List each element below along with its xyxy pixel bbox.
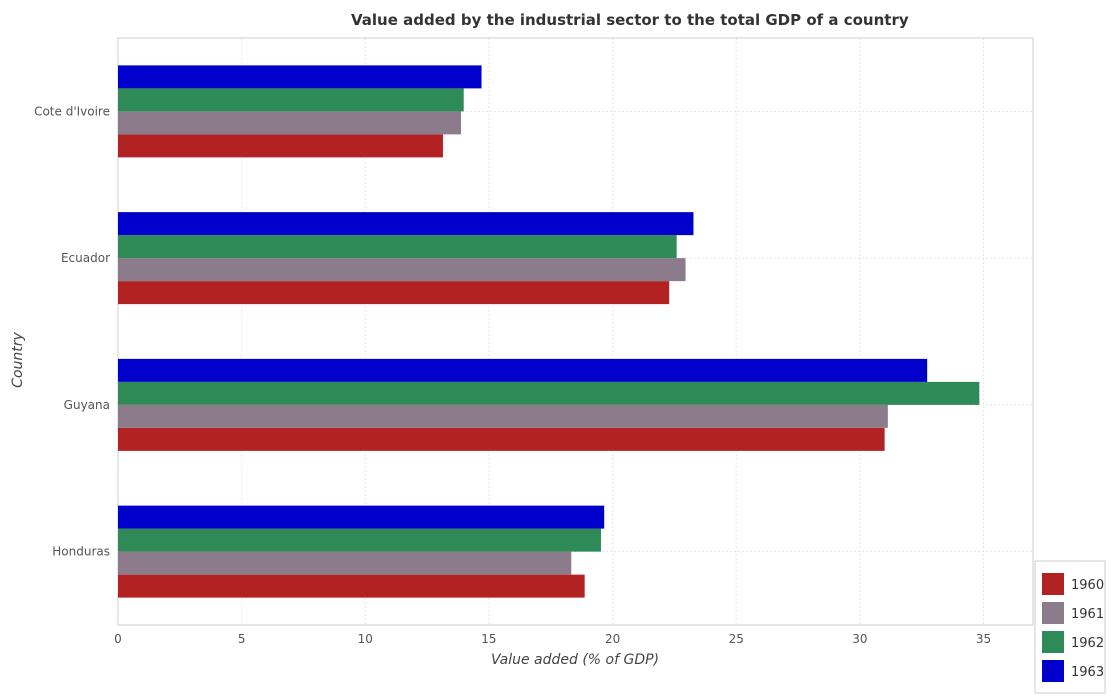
x-axis-label: Value added (% of GDP)	[491, 652, 659, 668]
x-tick-labels: 0 5 10 15 20 25 30 35	[114, 632, 991, 646]
x-tick-label: 20	[605, 632, 620, 646]
legend: 1960 1961 1962 1963	[1034, 560, 1106, 694]
bars	[118, 65, 980, 598]
legend-swatch-1961	[1042, 602, 1064, 624]
y-tick-label: Honduras	[52, 545, 110, 559]
legend-label-1960: 1960	[1071, 578, 1104, 593]
plot-frame	[117, 37, 1034, 626]
bar-1960-3	[118, 574, 585, 598]
bar-1963-2	[118, 358, 928, 382]
chart-title: Value added by the industrial sector to …	[351, 11, 909, 29]
x-tick-label: 30	[852, 632, 867, 646]
bar-1960-0	[118, 134, 443, 158]
y-tick-label: Guyana	[64, 398, 110, 412]
x-tick-label: 0	[114, 632, 122, 646]
y-tick-label: Ecuador	[61, 251, 110, 265]
bar-1960-1	[118, 281, 670, 305]
legend-swatch-1960	[1042, 573, 1064, 595]
bar-1961-2	[118, 404, 888, 428]
bar-1961-3	[118, 551, 572, 575]
bar-1963-1	[118, 212, 694, 236]
bar-1963-3	[118, 505, 605, 529]
bar-1963-0	[118, 65, 482, 89]
legend-label-1963: 1963	[1071, 665, 1104, 680]
bar-1962-0	[118, 88, 464, 112]
x-tick-label: 5	[238, 632, 246, 646]
x-tick-label: 10	[358, 632, 373, 646]
x-tick-label: 25	[729, 632, 744, 646]
bar-1962-3	[118, 528, 601, 552]
bar-1960-2	[118, 427, 885, 451]
y-axis-label: Country	[10, 331, 26, 387]
legend-label-1961: 1961	[1071, 607, 1104, 622]
legend-swatch-1962	[1042, 631, 1064, 653]
x-tick-label: 35	[976, 632, 991, 646]
bar-1962-2	[118, 381, 980, 405]
legend-swatch-1963	[1042, 660, 1064, 682]
bar-1961-1	[118, 258, 686, 282]
y-tick-label: Cote d'Ivoire	[34, 104, 110, 118]
legend-label-1962: 1962	[1071, 636, 1104, 651]
y-tick-labels: Cote d'Ivoire Ecuador Guyana Honduras	[34, 104, 110, 558]
bar-1962-1	[118, 235, 677, 259]
bar-1961-0	[118, 111, 462, 135]
x-tick-label: 15	[481, 632, 496, 646]
